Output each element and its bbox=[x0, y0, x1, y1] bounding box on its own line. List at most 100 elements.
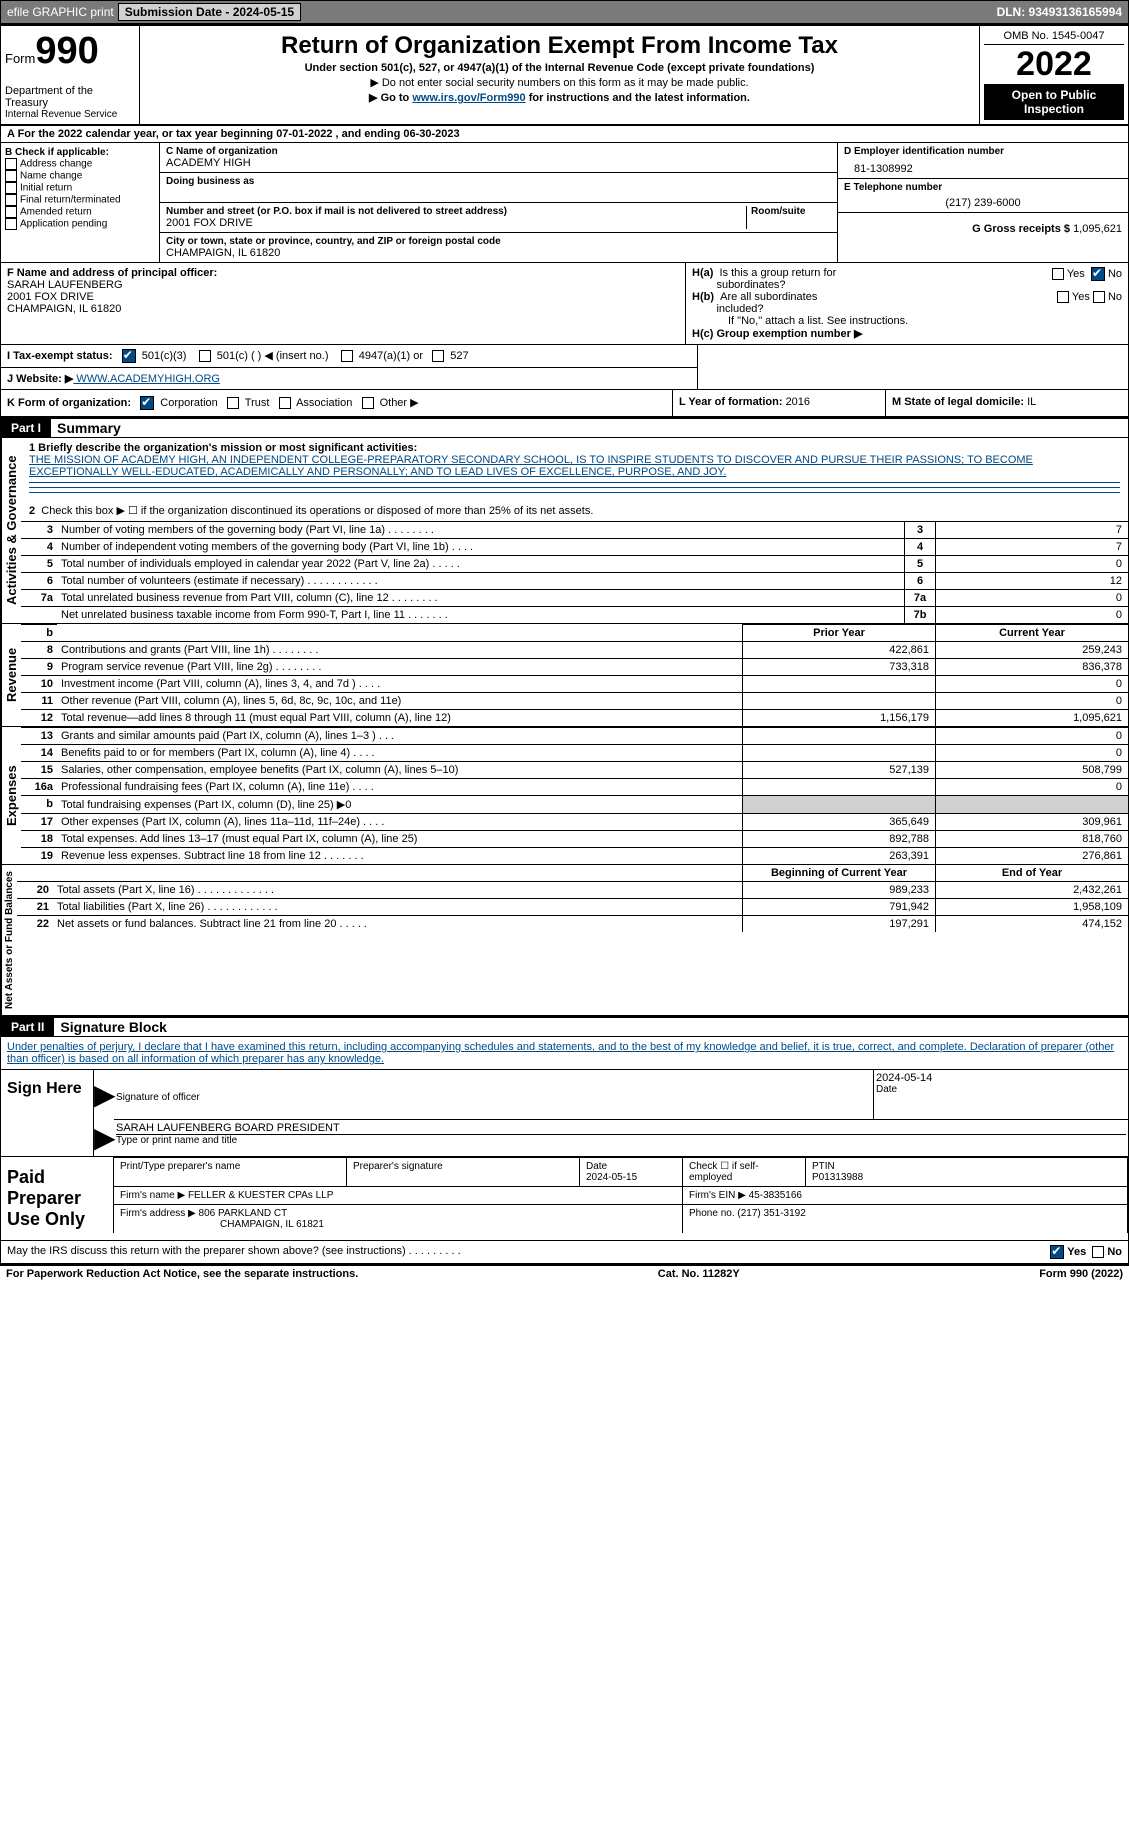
sign-here-label: Sign Here bbox=[1, 1070, 93, 1156]
table-row: 8Contributions and grants (Part VIII, li… bbox=[21, 641, 1128, 658]
table-row: 19Revenue less expenses. Subtract line 1… bbox=[21, 847, 1128, 864]
form-id-box: Form990 Department of the Treasury Inter… bbox=[1, 26, 140, 124]
check-trust[interactable] bbox=[227, 397, 239, 409]
table-row: 14Benefits paid to or for members (Part … bbox=[21, 744, 1128, 761]
form-title: Return of Organization Exempt From Incom… bbox=[150, 32, 969, 60]
table-row: 6Total number of volunteers (estimate if… bbox=[21, 572, 1128, 589]
tax-year: 2022 bbox=[984, 45, 1124, 84]
street-address: 2001 FOX DRIVE bbox=[166, 217, 746, 229]
hb-yes[interactable] bbox=[1057, 291, 1069, 303]
table-row: 4Number of independent voting members of… bbox=[21, 538, 1128, 555]
paid-preparer-label: Paid Preparer Use Only bbox=[1, 1157, 113, 1240]
footer: For Paperwork Reduction Act Notice, see … bbox=[0, 1264, 1129, 1282]
check-4947[interactable] bbox=[341, 350, 353, 362]
table-row: 20Total assets (Part X, line 16) . . . .… bbox=[17, 881, 1128, 898]
check-501c[interactable] bbox=[199, 350, 211, 362]
check-address-change[interactable] bbox=[5, 158, 17, 170]
vtab-expenses: Expenses bbox=[1, 727, 21, 864]
ssn-note: ▶ Do not enter social security numbers o… bbox=[150, 76, 969, 89]
vtab-revenue: Revenue bbox=[1, 624, 21, 726]
table-row: 5Total number of individuals employed in… bbox=[21, 555, 1128, 572]
check-corp[interactable] bbox=[140, 396, 154, 410]
penalty-text: Under penalties of perjury, I declare th… bbox=[0, 1037, 1129, 1069]
check-app-pending[interactable] bbox=[5, 218, 17, 230]
ha-yes[interactable] bbox=[1052, 268, 1064, 280]
box-f: F Name and address of principal officer:… bbox=[1, 263, 686, 344]
goto-note: ▶ Go to www.irs.gov/Form990 for instruct… bbox=[150, 91, 969, 104]
ha-no[interactable] bbox=[1091, 267, 1105, 281]
check-527[interactable] bbox=[432, 350, 444, 362]
check-assoc[interactable] bbox=[279, 397, 291, 409]
form-subtitle: Under section 501(c), 527, or 4947(a)(1)… bbox=[150, 62, 969, 74]
efile-label: efile GRAPHIC print bbox=[7, 5, 114, 19]
net-assets-section: Net Assets or Fund Balances Beginning of… bbox=[0, 865, 1129, 1016]
mission-text[interactable]: THE MISSION OF ACADEMY HIGH, AN INDEPEND… bbox=[29, 454, 1033, 478]
irs-link[interactable]: www.irs.gov/Form990 bbox=[412, 92, 525, 104]
line-a: A For the 2022 calendar year, or tax yea… bbox=[0, 124, 1129, 142]
table-row: 18Total expenses. Add lines 13–17 (must … bbox=[21, 830, 1128, 847]
table-row: 9Program service revenue (Part VIII, lin… bbox=[21, 658, 1128, 675]
website-link[interactable]: WWW.ACADEMYHIGH.ORG bbox=[73, 373, 220, 385]
table-row: Net unrelated business taxable income fr… bbox=[21, 606, 1128, 623]
table-row: 13Grants and similar amounts paid (Part … bbox=[21, 727, 1128, 744]
submission-date-button[interactable]: Submission Date - 2024-05-15 bbox=[118, 3, 301, 21]
table-row: 16aProfessional fundraising fees (Part I… bbox=[21, 778, 1128, 795]
revenue-section: Revenue b Prior Year Current Year 8Contr… bbox=[0, 624, 1129, 727]
firm-name: FELLER & KUESTER CPAs LLP bbox=[188, 1190, 333, 1201]
firm-ein: 45-3835166 bbox=[749, 1190, 802, 1201]
table-row: 10Investment income (Part VIII, column (… bbox=[21, 675, 1128, 692]
discuss-row: May the IRS discuss this return with the… bbox=[0, 1241, 1129, 1264]
ptin: P01313988 bbox=[812, 1172, 863, 1183]
discuss-yes[interactable] bbox=[1050, 1245, 1064, 1259]
form-title-box: Return of Organization Exempt From Incom… bbox=[140, 26, 980, 124]
top-bar: efile GRAPHIC print Submission Date - 20… bbox=[0, 0, 1129, 24]
vtab-governance: Activities & Governance bbox=[1, 438, 21, 623]
table-row: 12Total revenue—add lines 8 through 11 (… bbox=[21, 709, 1128, 726]
part2-header: Part II Signature Block bbox=[0, 1016, 1129, 1037]
table-row: 7aTotal unrelated business revenue from … bbox=[21, 589, 1128, 606]
org-name: ACADEMY HIGH bbox=[166, 157, 831, 169]
city-state-zip: CHAMPAIGN, IL 61820 bbox=[166, 247, 831, 259]
box-h: H(a) Is this a group return for subordin… bbox=[686, 263, 1128, 344]
ein: 81-1308992 bbox=[844, 157, 1122, 175]
table-row: 15Salaries, other compensation, employee… bbox=[21, 761, 1128, 778]
expenses-section: Expenses 13Grants and similar amounts pa… bbox=[0, 727, 1129, 865]
irs-label: Internal Revenue Service bbox=[5, 109, 135, 120]
governance-section: Activities & Governance 1 Briefly descri… bbox=[0, 438, 1129, 624]
table-row: 17Other expenses (Part IX, column (A), l… bbox=[21, 813, 1128, 830]
part1-header: Part I Summary bbox=[0, 417, 1129, 438]
dept-label: Department of the Treasury bbox=[5, 85, 135, 109]
year-box: OMB No. 1545-0047 2022 Open to Public In… bbox=[980, 26, 1128, 124]
box-deg: D Employer identification number 81-1308… bbox=[837, 143, 1128, 262]
omb-number: OMB No. 1545-0047 bbox=[984, 30, 1124, 45]
check-amended[interactable] bbox=[5, 206, 17, 218]
phone: (217) 239-6000 bbox=[844, 193, 1122, 209]
check-501c3[interactable] bbox=[122, 349, 136, 363]
box-k: K Form of organization: Corporation Trus… bbox=[1, 390, 673, 416]
officer-name-title: SARAH LAUFENBERG BOARD PRESIDENT bbox=[116, 1122, 1126, 1134]
check-name-change[interactable] bbox=[5, 170, 17, 182]
box-b: B Check if applicable: Address change Na… bbox=[1, 143, 160, 262]
hb-no[interactable] bbox=[1093, 291, 1105, 303]
table-row: 21Total liabilities (Part X, line 26) . … bbox=[17, 898, 1128, 915]
discuss-no[interactable] bbox=[1092, 1246, 1104, 1258]
arrow-icon: ▶ bbox=[94, 1070, 114, 1120]
check-other[interactable] bbox=[362, 397, 374, 409]
form-number: 990 bbox=[35, 30, 98, 72]
table-row: bTotal fundraising expenses (Part IX, co… bbox=[21, 795, 1128, 813]
box-c: C Name of organization ACADEMY HIGH Doin… bbox=[160, 143, 837, 262]
check-final-return[interactable] bbox=[5, 194, 17, 206]
table-row: 11Other revenue (Part VIII, column (A), … bbox=[21, 692, 1128, 709]
box-j: J Website: ▶ WWW.ACADEMYHIGH.ORG bbox=[1, 368, 697, 389]
preparer-table: Print/Type preparer's name Preparer's si… bbox=[113, 1157, 1128, 1233]
box-m: M State of legal domicile: IL bbox=[886, 390, 1128, 416]
form-word: Form bbox=[5, 51, 35, 66]
officer-name: SARAH LAUFENBERG bbox=[7, 279, 679, 291]
check-initial-return[interactable] bbox=[5, 182, 17, 194]
table-row: 3Number of voting members of the governi… bbox=[21, 521, 1128, 538]
table-row: 22Net assets or fund balances. Subtract … bbox=[17, 915, 1128, 932]
gross-receipts: 1,095,621 bbox=[1073, 223, 1122, 235]
arrow-icon: ▶ bbox=[94, 1120, 114, 1156]
vtab-net: Net Assets or Fund Balances bbox=[1, 865, 17, 1015]
box-i: I Tax-exempt status: 501(c)(3) 501(c) ( … bbox=[1, 345, 697, 368]
